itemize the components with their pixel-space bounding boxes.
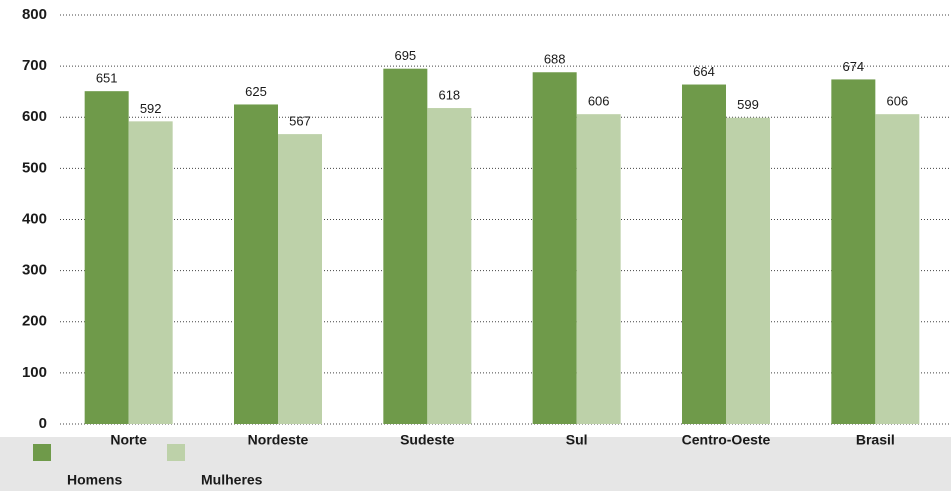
x-tick-label: Norte [110,432,147,448]
y-tick-label: 600 [22,108,47,125]
legend-label: Mulheres [201,472,263,488]
bar [682,84,726,424]
bar [278,134,322,424]
x-tick-label: Sul [566,432,588,448]
y-tick-label: 100 [22,364,47,381]
bar [831,79,876,424]
x-tick-label: Centro-Oeste [682,432,771,448]
value-label: 688 [544,52,566,67]
value-label: 592 [140,101,162,116]
bar [532,72,577,424]
y-tick-label: 300 [22,262,47,279]
x-tick-label: Brasil [856,432,895,448]
value-label: 599 [737,97,759,112]
bar [875,114,920,425]
y-tick-label: 400 [22,210,47,227]
value-label: 664 [693,64,715,79]
value-label: 625 [245,84,267,99]
y-tick-label: 200 [22,313,47,330]
bar [427,108,472,425]
value-label: 651 [96,71,118,86]
value-label: 618 [438,87,460,102]
bar [726,117,770,424]
x-tick-label: Nordeste [248,432,309,448]
bar [234,104,278,424]
value-label: 567 [289,114,311,129]
legend-swatch [167,444,185,461]
legend-label: Homens [67,472,122,488]
y-tick-label: 500 [22,159,47,176]
legend-swatch [33,444,51,461]
bar [576,114,621,425]
value-label: 606 [886,94,908,109]
legend-background [0,437,951,491]
y-tick-label: 800 [22,6,47,23]
value-label: 606 [588,94,610,109]
value-label: 674 [842,59,864,74]
y-tick-label: 700 [22,57,47,74]
bar [84,91,129,425]
value-label: 695 [394,48,416,63]
y-tick-label: 0 [39,415,47,432]
x-tick-label: Sudeste [400,432,455,448]
bar [383,68,428,425]
bar [128,121,173,424]
